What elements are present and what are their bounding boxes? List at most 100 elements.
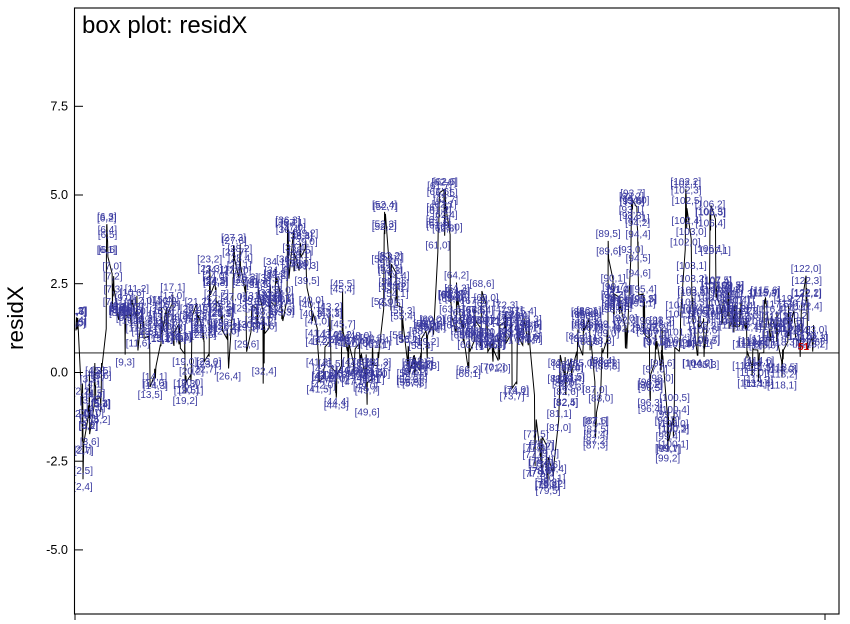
svg-text:[26,4]: [26,4] <box>216 371 241 382</box>
svg-text:[94,6]: [94,6] <box>626 269 651 280</box>
svg-text:[102,3]: [102,3] <box>671 186 702 197</box>
svg-text:[20,1]: [20,1] <box>178 385 203 396</box>
svg-text:box plot: residX: box plot: residX <box>82 12 247 39</box>
svg-text:[5,6]: [5,6] <box>92 371 112 382</box>
svg-text:[22,5]: [22,5] <box>191 330 216 341</box>
svg-text:-5.0: -5.0 <box>46 543 68 557</box>
svg-text:[105,3]: [105,3] <box>689 360 720 371</box>
svg-text:[89,3]: [89,3] <box>595 361 620 372</box>
svg-text:[29,6]: [29,6] <box>234 340 259 351</box>
svg-text:residX: residX <box>3 286 28 350</box>
svg-text:[25,5]: [25,5] <box>210 302 235 313</box>
svg-text:[9,3]: [9,3] <box>115 358 135 369</box>
svg-text:[100,4]: [100,4] <box>659 405 690 416</box>
svg-text:[16,7]: [16,7] <box>156 300 181 311</box>
svg-text:[100,1]: [100,1] <box>658 440 689 451</box>
svg-text:[39,5]: [39,5] <box>295 276 320 287</box>
svg-text:[76,5]: [76,5] <box>517 320 542 331</box>
svg-text:[4,5]: [4,5] <box>86 388 106 399</box>
svg-text:[6,6]: [6,6] <box>98 245 118 256</box>
svg-text:[122,0]: [122,0] <box>791 264 822 275</box>
svg-text:2.5: 2.5 <box>50 277 68 291</box>
svg-text:0.0: 0.0 <box>50 366 68 380</box>
svg-text:[54,4]: [54,4] <box>384 271 409 282</box>
svg-text:[63,0]: [63,0] <box>438 223 463 234</box>
svg-text:[59,3]: [59,3] <box>415 361 440 372</box>
svg-text:[68,6]: [68,6] <box>469 279 494 290</box>
svg-text:[49,7]: [49,7] <box>355 386 380 397</box>
svg-text:[94,4]: [94,4] <box>626 230 651 241</box>
svg-text:[32,6]: [32,6] <box>252 322 277 333</box>
svg-text:[91,6]: [91,6] <box>608 294 633 305</box>
svg-text:[2,4]: [2,4] <box>73 482 93 493</box>
svg-text:[7,2]: [7,2] <box>103 272 123 283</box>
svg-text:[118,1]: [118,1] <box>767 380 797 391</box>
svg-text:51: 51 <box>798 342 810 353</box>
svg-text:[107,1]: [107,1] <box>700 246 731 257</box>
svg-text:[74,1]: [74,1] <box>504 387 529 398</box>
svg-text:[53,7]: [53,7] <box>379 252 404 263</box>
svg-text:[5,2]: [5,2] <box>91 415 111 426</box>
svg-text:[52,7]: [52,7] <box>373 202 398 213</box>
svg-text:[44,4]: [44,4] <box>324 397 349 408</box>
svg-text:[100,3]: [100,3] <box>659 423 690 434</box>
svg-text:[17,1]: [17,1] <box>160 283 185 294</box>
svg-text:[52,3]: [52,3] <box>372 220 397 231</box>
svg-text:[80,2]: [80,2] <box>541 479 566 490</box>
svg-text:[105,7]: [105,7] <box>690 335 721 346</box>
svg-text:[6,3]: [6,3] <box>97 212 117 223</box>
svg-text:[18,5]: [18,5] <box>167 332 192 343</box>
svg-text:[81,1]: [81,1] <box>547 409 572 420</box>
svg-text:[122,4]: [122,4] <box>792 302 823 313</box>
svg-text:[64,2]: [64,2] <box>444 271 469 282</box>
svg-text:[62,7]: [62,7] <box>433 195 458 206</box>
svg-text:[35,6]: [35,6] <box>270 305 295 316</box>
svg-text:[82,5]: [82,5] <box>553 397 578 408</box>
svg-text:[62,6]: [62,6] <box>433 177 458 188</box>
svg-text:[87,6]: [87,6] <box>584 416 609 427</box>
svg-text:[99,2]: [99,2] <box>655 454 680 465</box>
svg-text:[14,3]: [14,3] <box>143 381 168 392</box>
svg-text:[55,4]: [55,4] <box>391 311 416 322</box>
svg-text:[76,7]: [76,7] <box>518 335 543 346</box>
svg-text:[87,3]: [87,3] <box>583 441 608 452</box>
svg-text:7.5: 7.5 <box>50 100 68 114</box>
svg-text:[11,2]: [11,2] <box>125 284 149 295</box>
svg-text:[51,4]: [51,4] <box>367 335 392 346</box>
svg-text:[95,5]: [95,5] <box>632 294 657 305</box>
svg-text:[45,7]: [45,7] <box>331 320 356 331</box>
svg-text:[61,0]: [61,0] <box>425 240 450 251</box>
svg-text:[60,4]: [60,4] <box>421 323 446 334</box>
svg-text:[88,0]: [88,0] <box>588 394 613 405</box>
svg-text:[24,5]: [24,5] <box>203 276 228 287</box>
svg-text:[66,2]: [66,2] <box>456 365 481 376</box>
svg-text:[5,4]: [5,4] <box>91 400 111 411</box>
svg-text:[43,3]: [43,3] <box>318 309 343 320</box>
svg-text:[106,4]: [106,4] <box>695 218 726 229</box>
svg-text:[94,5]: [94,5] <box>626 253 651 264</box>
svg-text:[23,1]: [23,1] <box>197 360 222 371</box>
svg-text:[80,4]: [80,4] <box>542 464 567 475</box>
svg-text:[45,5]: [45,5] <box>330 279 355 290</box>
svg-text:[19,2]: [19,2] <box>173 396 198 407</box>
svg-text:[79,0]: [79,0] <box>534 448 559 459</box>
svg-text:[6,5]: [6,5] <box>98 230 118 241</box>
svg-text:[106,5]: [106,5] <box>695 208 726 219</box>
svg-text:[51,3]: [51,3] <box>366 358 391 369</box>
svg-text:[39,2]: [39,2] <box>293 228 318 239</box>
svg-text:[71,0]: [71,0] <box>486 364 511 375</box>
svg-text:[94,2]: [94,2] <box>625 218 650 229</box>
svg-text:[81,0]: [81,0] <box>546 423 571 434</box>
svg-text:[2,5]: [2,5] <box>74 466 94 477</box>
svg-text:[62,4]: [62,4] <box>433 210 458 221</box>
svg-text:[28,4]: [28,4] <box>228 253 253 264</box>
svg-text:[120,2]: [120,2] <box>779 311 810 322</box>
svg-text:[89,5]: [89,5] <box>596 229 621 240</box>
svg-text:[39,3]: [39,3] <box>294 261 319 272</box>
svg-text:[83,5]: [83,5] <box>560 372 585 383</box>
svg-text:[98,6]: [98,6] <box>650 358 675 369</box>
svg-text:[103,1]: [103,1] <box>676 261 707 272</box>
svg-text:[3,6]: [3,6] <box>80 437 100 448</box>
svg-text:[94,0]: [94,0] <box>624 196 649 207</box>
svg-text:[98,0]: [98,0] <box>649 373 674 384</box>
